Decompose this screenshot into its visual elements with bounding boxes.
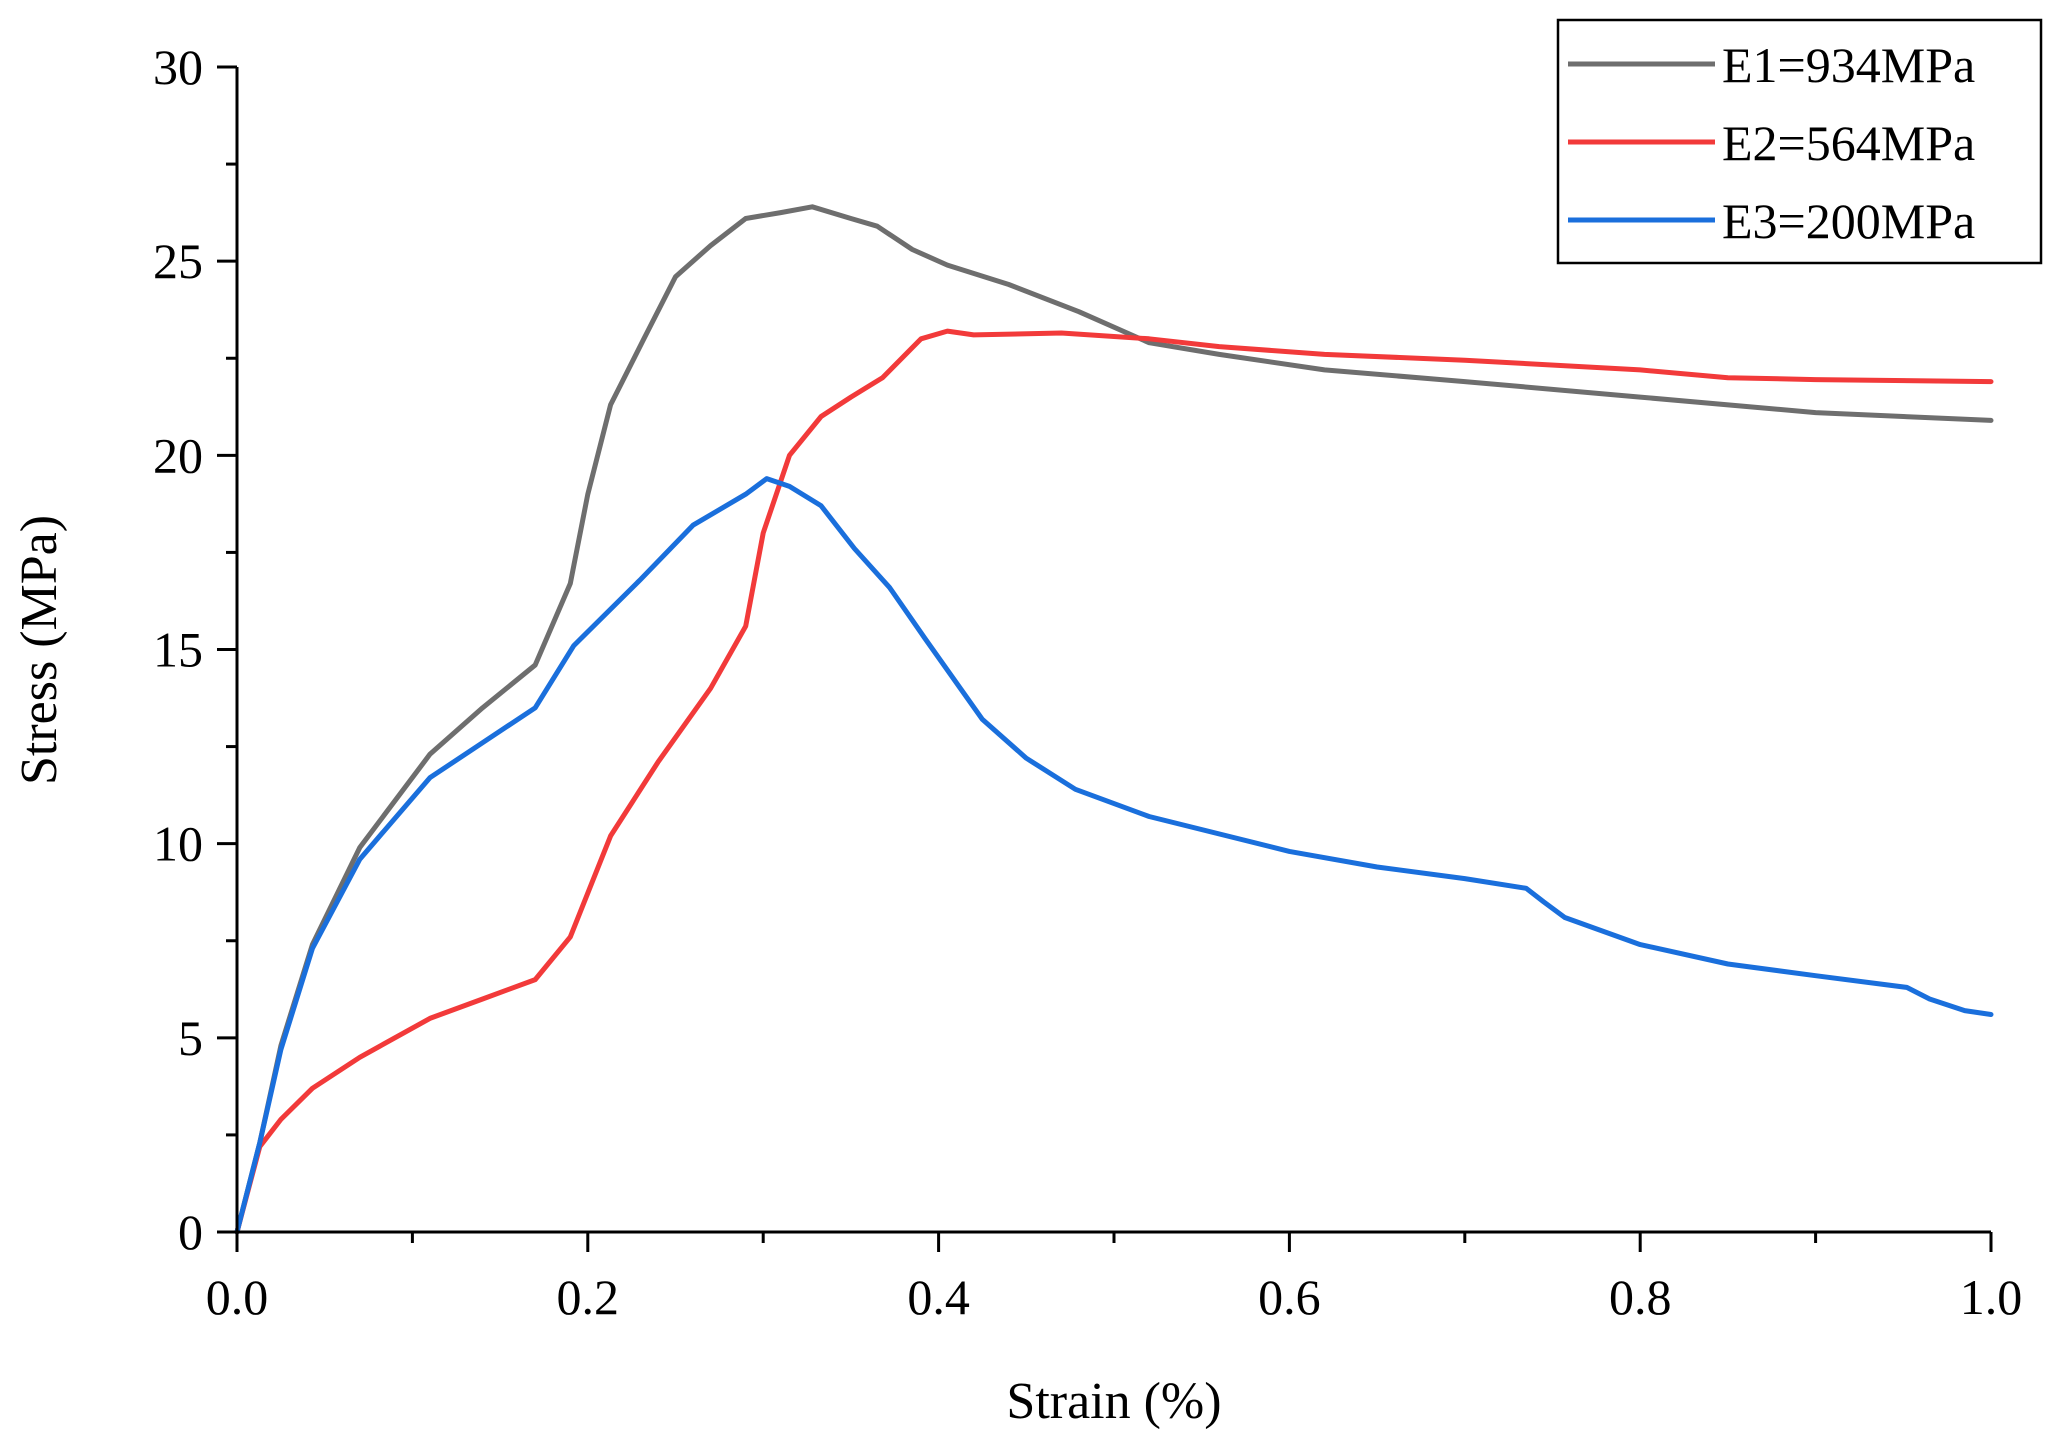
y-tick-label: 0 [178, 1204, 203, 1260]
legend-label-e1: E1=934MPa [1722, 37, 1975, 93]
x-tick-label: 0.4 [907, 1269, 970, 1325]
series-line-e2 [234, 328, 1994, 1235]
x-axis-ticks: 0.0 0.2 0.4 0.6 0.8 1.0 [206, 1232, 2023, 1325]
x-tick-label: 0.2 [557, 1269, 620, 1325]
series-line-e1 [234, 204, 1994, 1235]
y-tick-label: 5 [178, 1010, 203, 1066]
x-axis-title: Strain (%) [1006, 1373, 1221, 1430]
y-axis-ticks: 0 5 10 15 20 25 30 [153, 39, 237, 1260]
legend: E1=934MPa E2=564MPa E3=200MPa [1556, 18, 2043, 265]
y-tick-label: 20 [153, 427, 203, 483]
x-tick-label: 0.0 [206, 1269, 269, 1325]
legend-label-e3: E3=200MPa [1722, 193, 1975, 249]
series-line-e3 [234, 476, 1994, 1235]
x-tick-label: 1.0 [1960, 1269, 2023, 1325]
y-tick-label: 10 [153, 816, 203, 872]
x-tick-label: 0.6 [1258, 1269, 1321, 1325]
y-tick-label: 30 [153, 39, 203, 95]
series-layer [234, 204, 1994, 1235]
x-tick-label: 0.8 [1609, 1269, 1672, 1325]
y-tick-label: 15 [153, 622, 203, 678]
y-tick-label: 25 [153, 233, 203, 289]
y-axis-title: Stress (MPa) [11, 515, 68, 785]
legend-label-e2: E2=564MPa [1722, 115, 1975, 171]
